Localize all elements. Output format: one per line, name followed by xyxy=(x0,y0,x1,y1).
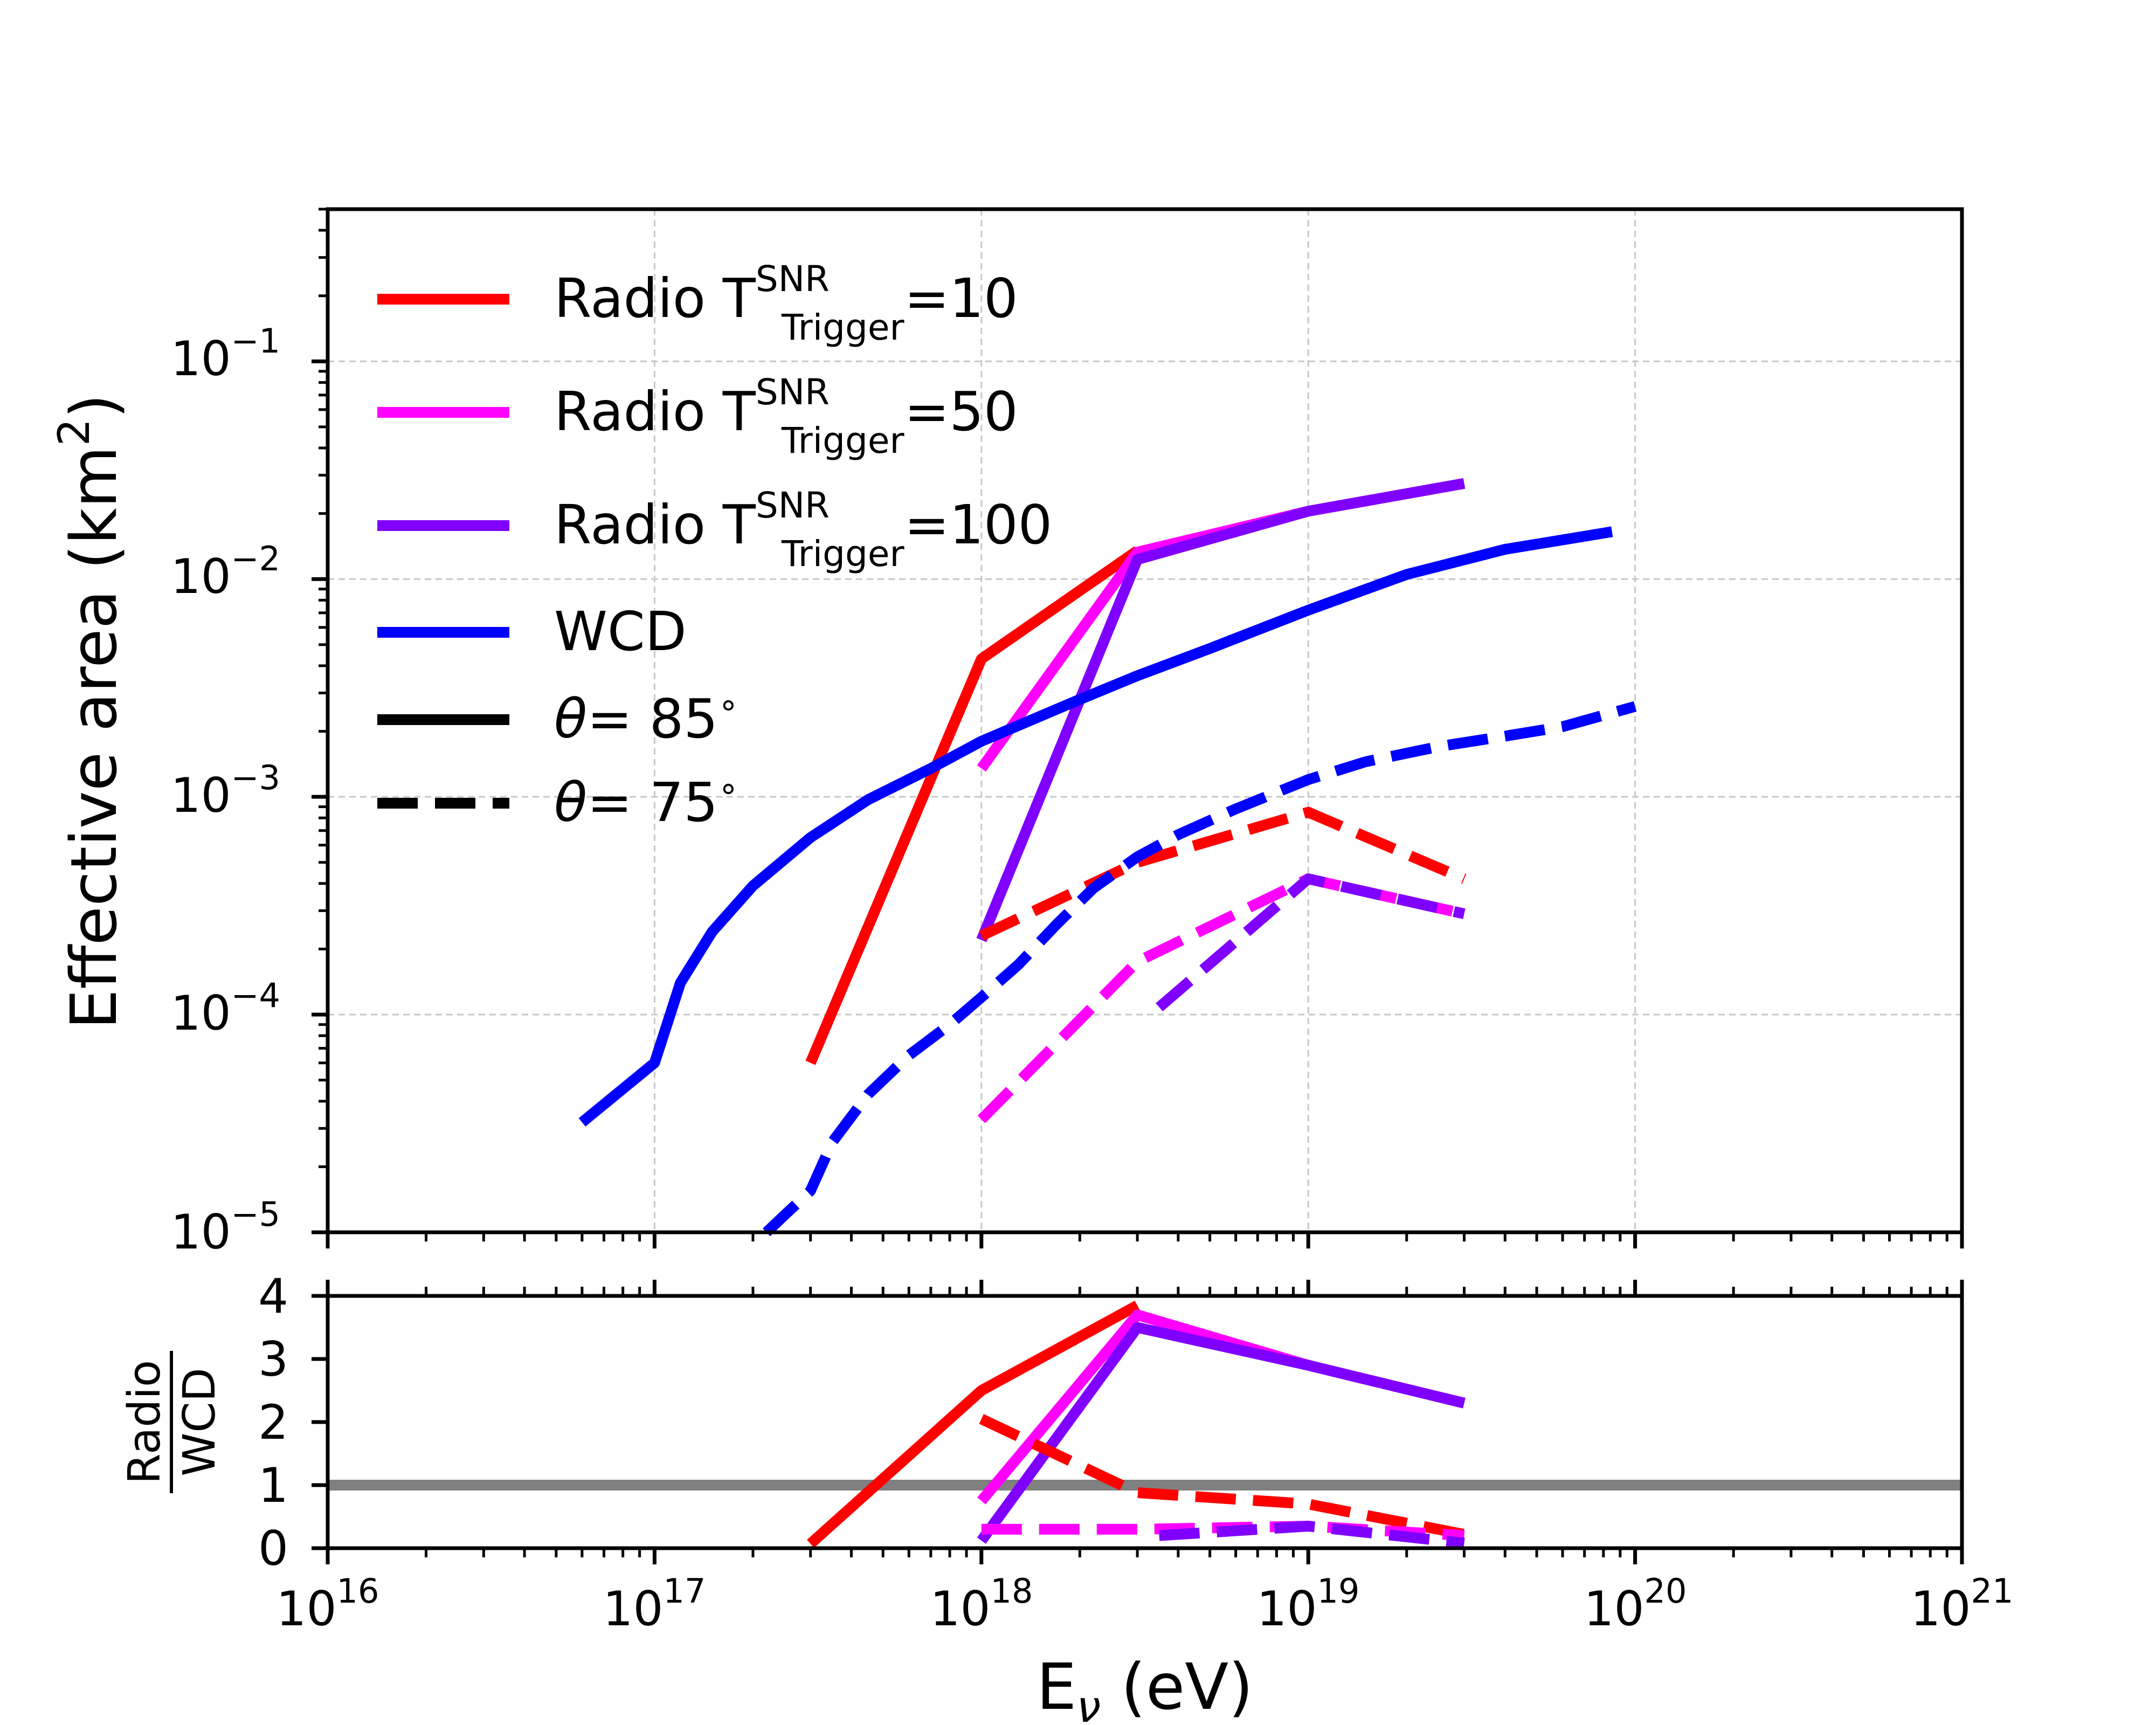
series-line xyxy=(807,1300,1140,1548)
top-y-axis-label: Effective area (km2) xyxy=(49,394,131,1029)
legend-label-wcd: WCD xyxy=(554,600,687,663)
ytick-label: 3 xyxy=(258,1331,288,1387)
legend: Radio TSNR Trigger=10 Radio TSNR Trigger=5… xyxy=(377,258,1052,834)
ytick-label: 10−3 xyxy=(171,758,280,823)
ytick-label: 4 xyxy=(258,1268,288,1324)
bottom-axes-frame xyxy=(326,1294,1964,1550)
xtick-label: 1019 xyxy=(1257,1571,1360,1637)
bottom-y-axis-label: Radio WCD xyxy=(119,1351,225,1493)
ratio-denominator: WCD xyxy=(174,1368,225,1476)
legend-label-radio-100: Radio TSNR Trigger=100 xyxy=(554,485,1052,575)
legend-label-theta-75: θ= 75∘ xyxy=(554,768,739,834)
bottom-series xyxy=(807,1300,1466,1549)
series-line xyxy=(976,478,1466,942)
series-line xyxy=(1159,1521,1465,1549)
series-line xyxy=(979,1414,1466,1540)
series-line xyxy=(977,1322,1466,1544)
legend-label-radio-10: Radio TSNR Trigger=10 xyxy=(554,258,1018,348)
xtick-label: 1016 xyxy=(277,1571,379,1637)
ytick-label: 1 xyxy=(258,1458,288,1513)
ytick-label: 2 xyxy=(258,1395,288,1450)
top-y-tick-labels: 10−5 10−4 10−3 10−2 10−1 xyxy=(171,321,280,1260)
series-line xyxy=(1156,873,1466,1012)
top-axes-frame xyxy=(326,207,1964,1234)
top-series xyxy=(578,478,1637,1237)
legend-label-radio-50: Radio TSNR Trigger=50 xyxy=(554,371,1018,461)
series-line xyxy=(805,546,1141,1065)
ytick-label: 10−2 xyxy=(171,539,280,604)
series-line xyxy=(763,701,1637,1237)
top-grid xyxy=(328,209,1962,1232)
x-axis-label: Eν (eV) xyxy=(1036,1650,1253,1725)
ratio-numerator: Radio xyxy=(119,1360,170,1484)
series-line xyxy=(979,806,1467,941)
xtick-label: 1020 xyxy=(1584,1571,1687,1637)
series-line xyxy=(977,873,1466,1123)
legend-label-theta-85: θ= 85∘ xyxy=(554,685,739,750)
xtick-label: 1017 xyxy=(603,1571,706,1637)
ytick-label: 10−4 xyxy=(171,976,280,1041)
x-tick-labels: 1016 1017 1018 1019 1020 1021 xyxy=(277,1571,2014,1637)
ytick-label: 10−1 xyxy=(171,321,280,387)
series-line xyxy=(977,478,1466,772)
bottom-y-tick-labels: 0 1 2 3 4 xyxy=(258,1268,288,1576)
xtick-label: 1021 xyxy=(1911,1571,2014,1637)
ytick-label: 10−5 xyxy=(171,1195,280,1260)
ytick-label: 0 xyxy=(258,1521,288,1576)
series-line xyxy=(578,526,1613,1127)
xtick-label: 1018 xyxy=(930,1571,1033,1637)
